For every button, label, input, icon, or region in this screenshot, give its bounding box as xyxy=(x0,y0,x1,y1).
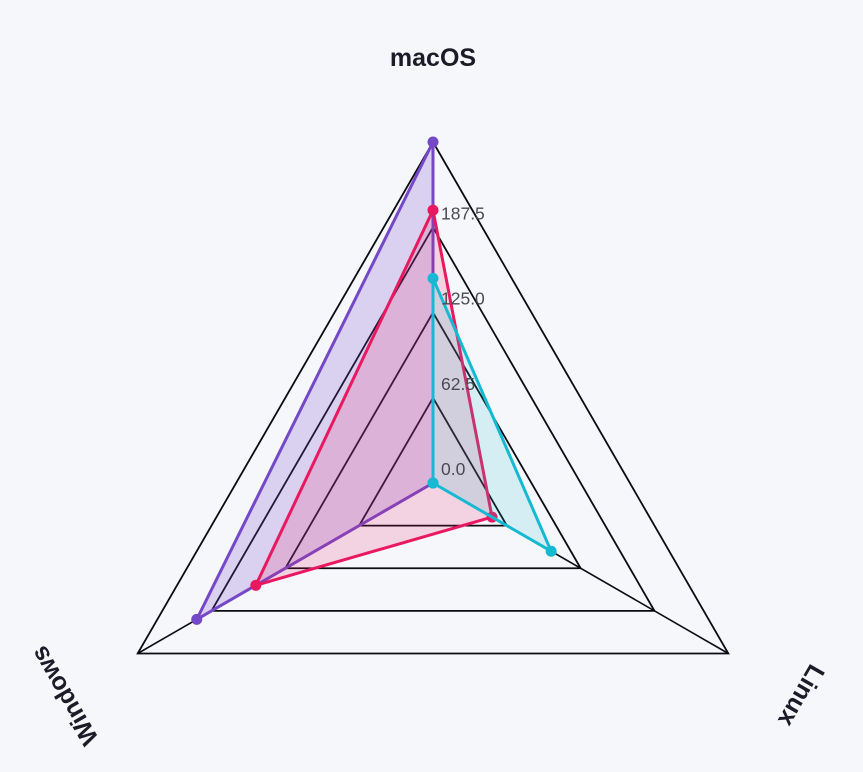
data-point-series-cyan xyxy=(545,545,557,557)
radial-tick-label: 187.5 xyxy=(441,203,485,223)
data-point-series-purple xyxy=(427,136,439,148)
data-point-series-cyan xyxy=(427,272,439,284)
grid-ring xyxy=(209,225,657,612)
radial-tick-label: 0.0 xyxy=(441,459,466,479)
axis-label-macos: macOS xyxy=(390,44,476,72)
radial-tick-label: 125.0 xyxy=(441,289,485,309)
grid-ring xyxy=(136,140,730,655)
data-point-series-purple xyxy=(191,613,203,625)
radial-tick-label: 62.5 xyxy=(441,374,475,394)
series-polygon-series-cyan xyxy=(431,276,553,553)
grid-ring xyxy=(283,310,583,570)
data-point-series-pink xyxy=(250,579,262,591)
data-point-series-cyan xyxy=(427,477,439,489)
grid-ring xyxy=(357,395,509,527)
data-point-series-pink xyxy=(427,204,439,216)
